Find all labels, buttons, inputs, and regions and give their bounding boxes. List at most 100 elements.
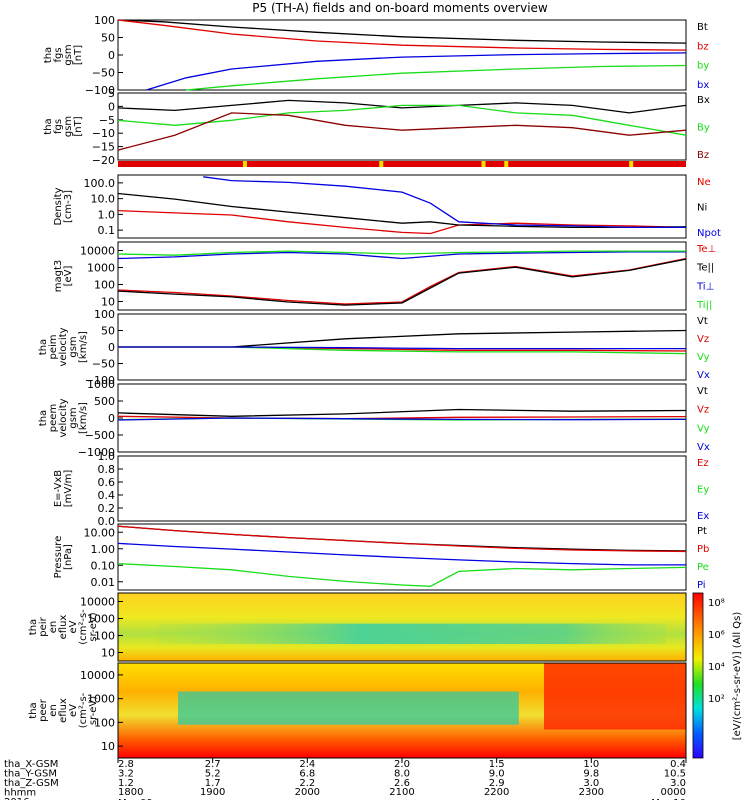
xtick-label: 2300 [579, 787, 604, 798]
time-row-value: 8.0 [394, 769, 410, 780]
ylabel-line: eV [68, 620, 79, 633]
time-row-value: 3.0 [670, 778, 686, 789]
legend-label: Ey [697, 485, 709, 496]
ylabel-line: gsm [68, 336, 79, 357]
ylabel-line: (cm²-s- [78, 609, 89, 645]
quality-flag-marker [504, 161, 509, 167]
ylabel-line: (cm²-s- [78, 692, 89, 728]
ylabel-line: eflux [58, 615, 69, 640]
ytick-label: 50 [101, 32, 115, 45]
legend-label: bz [697, 41, 709, 52]
legend-label: by [697, 61, 709, 72]
series-line [117, 417, 687, 421]
ytick-label: 5 [108, 87, 115, 100]
series-line [117, 251, 686, 260]
quality-flag-strip [118, 161, 686, 167]
panel-1: 100 50 0 −50 −100 tha fgs gsm [nT] Bt bz by bx [43, 14, 709, 97]
ytick-label: 0 [108, 341, 115, 354]
ytick-label: 1.0 [98, 450, 116, 463]
ytick-label: 100 [94, 630, 115, 643]
legend-label: bx [697, 80, 709, 91]
colorbar-tick-label: 10² [708, 694, 725, 705]
ylabel-line: peer [38, 698, 49, 722]
panel-frame [117, 92, 687, 161]
time-row-value: 2.9 [489, 778, 505, 789]
series-line [117, 525, 687, 553]
legend-label: Pi [697, 580, 706, 591]
ytick-label: 100 [94, 14, 115, 27]
spectrogram-hot-region [544, 663, 686, 730]
legend-label: Pb [697, 544, 709, 555]
legend-label: Vt [697, 386, 708, 397]
series-line [117, 258, 687, 306]
series-line [117, 562, 687, 587]
ytick-label: 0 [108, 100, 115, 113]
ylabel-line: gsm [68, 407, 79, 428]
legend-label: Vt [697, 316, 708, 327]
colorbar-tick-label: 10⁶ [708, 630, 725, 641]
ylabel-line: E=-VxB [53, 470, 64, 507]
xtick-label: 2200 [484, 787, 509, 798]
ytick-label: 1.00 [91, 543, 116, 556]
panel-4: 10000 1000 100 10 magt3 [eV] Te⊥ Te|| Ti⊥ Ti|| [53, 241, 716, 311]
series-line [203, 176, 686, 229]
legend-label: Vz [697, 334, 709, 345]
panel-8: 10.00 1.00 0.10 0.01 Pressure [nPa] Pt Pb Pe Pi [53, 523, 709, 591]
series-line [117, 19, 687, 51]
legend-label: Bt [697, 22, 708, 33]
ylabel-line: en [48, 621, 59, 634]
panel-6: 1000 500 0 −500 −1000 tha peem velocity gsm [km/s… [38, 378, 710, 459]
ylabel-line: peir [38, 616, 49, 636]
ylabel-line: tha [38, 339, 49, 355]
time-row-value: 3.0 [583, 778, 599, 789]
ylabel-line: tha [43, 118, 54, 134]
ytick-label: −15 [92, 141, 115, 154]
ytick-label: 0.01 [91, 576, 116, 589]
ylabel-line: tha [43, 47, 54, 63]
ytick-label: −10 [92, 127, 115, 140]
ytick-label: −50 [92, 67, 115, 80]
legend-label: Ti|| [696, 300, 712, 311]
ytick-label: 50 [101, 325, 115, 338]
time-row-label: tha_X-GSM [4, 759, 58, 770]
ylabel-line: sr-eV) [88, 696, 99, 725]
ytick-label: 100 [94, 308, 115, 321]
xtick-label: 2000 [295, 787, 320, 798]
time-row-value: 2.7 [205, 759, 221, 770]
ytick-label: 1000 [87, 378, 115, 391]
series-line [117, 112, 687, 151]
panel-frame [117, 241, 687, 311]
ylabel-line: [nT] [73, 116, 84, 136]
spectrogram-band [158, 623, 666, 644]
legend-label: Pe [697, 562, 709, 573]
ytick-label: 10.00 [84, 526, 116, 539]
legend-label: Ne [697, 177, 711, 188]
ylabel-line: fgs [53, 47, 64, 62]
legend-label: Te⊥ [696, 244, 716, 255]
quality-flag-marker [629, 161, 634, 167]
series-line [117, 408, 687, 417]
panel-10: 10000 1000 100 10 tha peer en eflux eV (cm²-s-sr-… [28, 662, 687, 759]
ytick-label: 0.2 [98, 502, 116, 515]
time-row-value: 0.4 [670, 759, 686, 770]
ytick-label: −100 [85, 374, 115, 387]
ytick-label: 100 [94, 716, 115, 729]
quality-flag-marker [481, 161, 486, 167]
ylabel-line: [nT] [73, 45, 84, 65]
ytick-label: 1000 [87, 693, 115, 706]
legend-label: Vx [697, 370, 710, 381]
ytick-label: 1000 [87, 613, 115, 626]
colorbar-label: [eV/(cm²-s-sr-eV)] (All Qs) [732, 612, 743, 741]
series-line [118, 329, 687, 348]
time-row-label: tha_Y-GSM [4, 769, 57, 780]
colorbar-tick-label: 10⁴ [708, 662, 725, 673]
xtick-label: 1800 [118, 787, 143, 798]
ylabel-line: Density [53, 187, 64, 225]
series-line [117, 257, 687, 305]
panel-frame [117, 174, 687, 239]
ytick-label: 0.4 [98, 489, 116, 502]
ylabel-line: [km/s] [78, 402, 89, 434]
ylabel-line: [mV/m] [63, 470, 74, 508]
legend-label: Bz [697, 150, 709, 161]
